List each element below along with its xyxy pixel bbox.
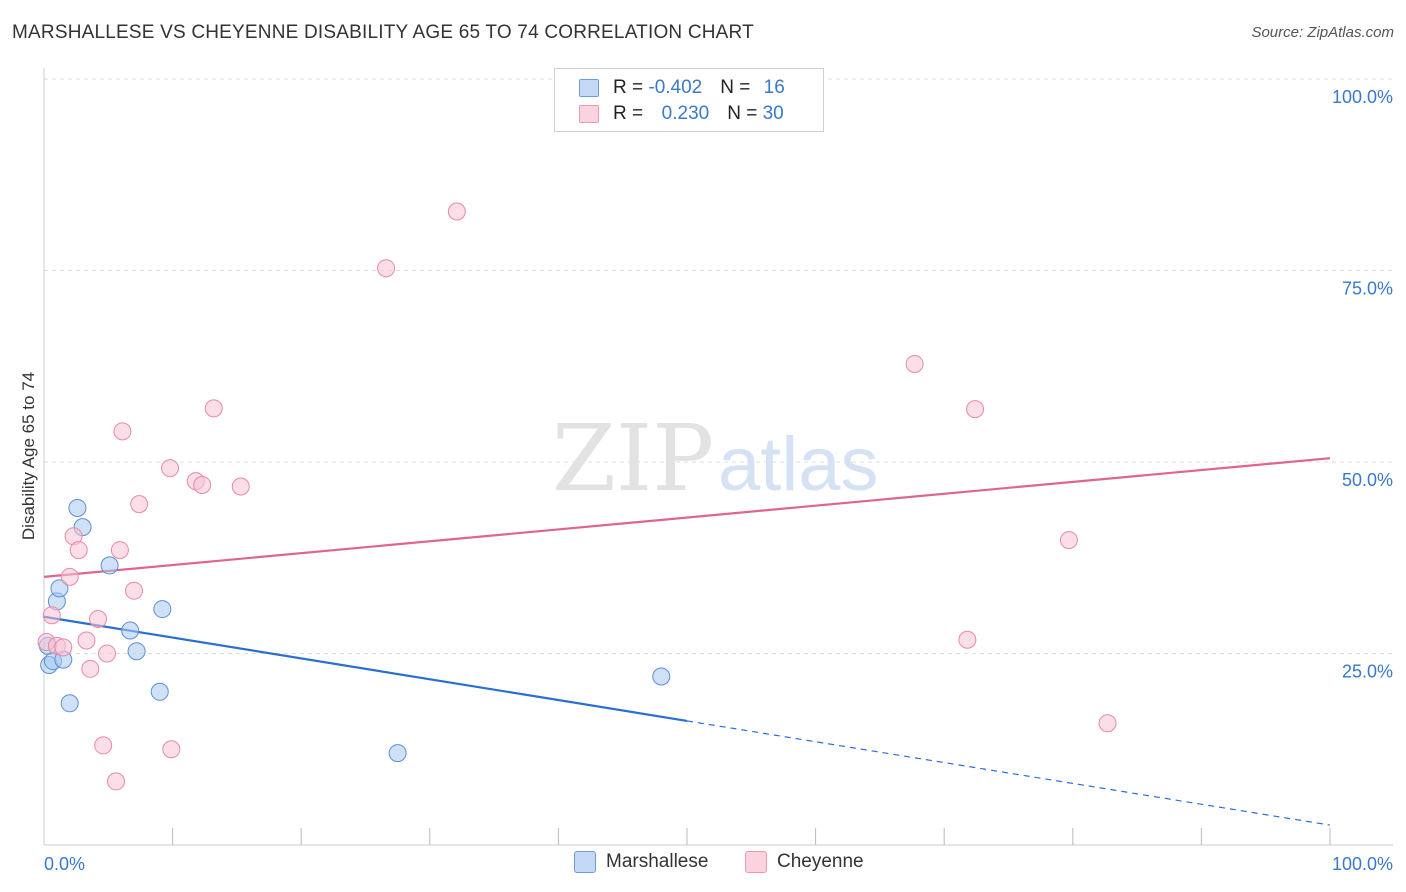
trendlines: [43, 457, 1331, 826]
point-cheyenne: [107, 772, 126, 791]
bottom-legend-label-cheyenne: Cheyenne: [777, 851, 864, 872]
axes: [43, 68, 1393, 846]
stats-legend: R = -0.402 N = 16 R = 0.230 N = 30: [554, 68, 824, 132]
point-cheyenne: [94, 736, 113, 755]
y-tick-labels: 100.0% 75.0% 50.0% 25.0%: [1332, 87, 1393, 682]
legend-swatch-cheyenne: [579, 105, 599, 123]
point-cheyenne: [89, 610, 108, 629]
point-cheyenne: [162, 740, 181, 759]
x-ticks: [172, 828, 1331, 845]
point-marshallese: [50, 579, 69, 598]
point-cheyenne: [447, 202, 466, 221]
point-marshallese: [60, 694, 79, 713]
point-cheyenne: [377, 259, 396, 278]
y-tick-label: 100.0%: [1332, 87, 1393, 107]
x-tick-label: 0.0%: [44, 854, 85, 874]
source-label: Source: ZipAtlas.com: [1251, 24, 1394, 41]
point-cheyenne: [69, 541, 88, 560]
point-cheyenne: [966, 400, 985, 419]
point-cheyenne: [130, 495, 149, 514]
legend-swatch-marshallese: [579, 79, 599, 97]
y-tick-label: 25.0%: [1342, 662, 1393, 682]
point-marshallese: [388, 744, 407, 763]
point-cheyenne: [81, 659, 100, 678]
watermark-zip: ZIP: [552, 405, 714, 512]
point-cheyenne: [193, 475, 212, 494]
x-tick-label: 100.0%: [1332, 854, 1393, 874]
point-marshallese: [121, 621, 140, 640]
point-marshallese: [68, 498, 87, 517]
x-tick-labels: 0.0% 100.0%: [44, 854, 1393, 874]
trendline-marshallese: [43, 615, 688, 722]
watermark: ZIP atlas: [552, 405, 879, 512]
bottom-legend-cheyenne: Cheyenne: [745, 851, 864, 873]
y-tick-label: 50.0%: [1342, 470, 1393, 490]
point-cheyenne: [231, 477, 250, 496]
y-tick-label: 75.0%: [1342, 279, 1393, 299]
point-marshallese: [150, 682, 169, 701]
point-marshallese: [652, 667, 671, 686]
point-cheyenne: [54, 638, 73, 657]
bottom-legend-swatch-cheyenne: [745, 851, 767, 873]
point-cheyenne: [110, 541, 129, 560]
legend-r-value: -0.402: [648, 77, 703, 98]
legend-n-label: N =: [720, 77, 756, 98]
legend-n-value: 30: [762, 103, 784, 124]
legend-n-value: 16: [763, 77, 785, 98]
point-marshallese: [100, 556, 119, 575]
point-marshallese: [153, 600, 172, 619]
point-cheyenne: [1098, 714, 1117, 733]
chart-title: MARSHALLESE VS CHEYENNE DISABILITY AGE 6…: [12, 22, 754, 43]
trendline-cheyenne: [43, 457, 1331, 578]
trendline-extension-marshallese: [686, 720, 1331, 826]
point-cheyenne: [98, 644, 117, 663]
point-cheyenne: [42, 606, 61, 625]
point-cheyenne: [958, 630, 977, 649]
gridlines: [44, 78, 1393, 654]
point-cheyenne: [905, 354, 924, 373]
data-points: [37, 202, 1117, 791]
point-cheyenne: [161, 459, 180, 478]
watermark-atlas: atlas: [718, 422, 879, 507]
point-cheyenne: [204, 399, 223, 418]
bottom-legend-label-marshallese: Marshallese: [606, 851, 709, 872]
bottom-legend-marshallese: Marshallese: [574, 851, 708, 873]
y-axis-label: Disability Age 65 to 74: [19, 372, 38, 540]
legend-r-label: R =: [613, 77, 649, 98]
point-cheyenne: [60, 567, 79, 586]
bottom-legend-swatch-marshallese: [574, 851, 596, 873]
legend-n-label: N =: [727, 103, 763, 124]
point-cheyenne: [1059, 531, 1078, 550]
legend-row-marshallese: R = -0.402 N = 16: [579, 75, 785, 101]
point-cheyenne: [125, 581, 144, 600]
point-cheyenne: [77, 631, 96, 650]
legend-row-cheyenne: R = 0.230 N = 30: [579, 101, 784, 127]
legend-r-label: R =: [613, 103, 649, 124]
point-marshallese: [127, 642, 146, 661]
point-cheyenne: [113, 422, 132, 441]
legend-r-value: 0.230: [656, 103, 710, 124]
